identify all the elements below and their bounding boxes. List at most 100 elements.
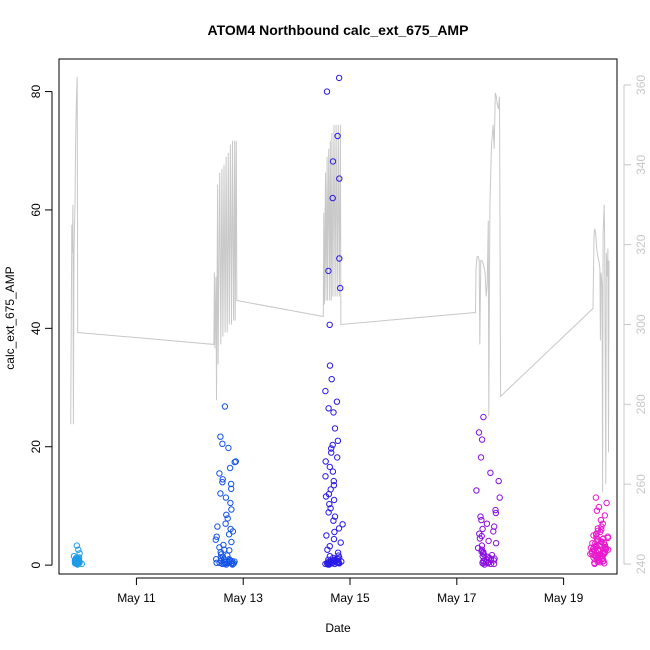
data-point [334, 454, 341, 461]
secondary-line-series [70, 76, 610, 493]
data-point [328, 376, 335, 383]
data-point [329, 468, 337, 475]
data-point [329, 194, 336, 202]
data-point [326, 500, 333, 508]
data-point [492, 506, 499, 514]
data-point [479, 525, 486, 533]
data-point [328, 445, 335, 452]
data-point [322, 493, 330, 500]
data-point [592, 494, 600, 501]
data-point [592, 542, 600, 549]
data-point [228, 538, 235, 546]
y2-tick-label: 280 [634, 394, 648, 414]
data-point [588, 550, 596, 557]
data-point [476, 535, 484, 542]
data-point [477, 454, 485, 461]
data-point [593, 507, 601, 514]
data-point [334, 437, 342, 444]
data-point [326, 553, 334, 560]
data-point [322, 458, 329, 465]
data-point [485, 537, 492, 545]
data-point [480, 551, 488, 558]
data-point [479, 553, 486, 560]
data-point [334, 132, 341, 140]
data-point [600, 535, 607, 542]
data-point [330, 535, 338, 543]
data-point [74, 560, 82, 568]
data-point [75, 546, 82, 553]
data-point [322, 473, 329, 480]
data-point [490, 528, 497, 535]
data-point [599, 520, 606, 527]
data-point [333, 398, 341, 405]
data-point [339, 521, 346, 528]
data-point [222, 494, 230, 501]
data-point [325, 509, 332, 516]
data-point [216, 470, 223, 477]
data-point [76, 550, 83, 557]
data-point [225, 444, 232, 452]
data-point [324, 560, 331, 568]
data-point [325, 267, 332, 275]
data-point [487, 469, 494, 476]
data-point [73, 542, 81, 549]
data-point [495, 477, 502, 485]
data-point [600, 548, 608, 556]
y2-tick-label: 360 [634, 75, 648, 95]
y-tick-label: 80 [29, 85, 43, 99]
data-point [217, 490, 224, 497]
data-point [473, 487, 480, 494]
data-point [331, 425, 339, 432]
data-point [597, 552, 604, 559]
data-point [223, 511, 230, 518]
data-point [322, 387, 329, 395]
data-point [217, 554, 225, 562]
data-point [222, 520, 229, 527]
data-point [224, 552, 231, 559]
data-point [228, 485, 235, 492]
y-tick-label: 20 [29, 440, 43, 454]
data-point [485, 555, 492, 562]
data-point [474, 544, 482, 552]
data-point [213, 559, 220, 566]
data-point [597, 516, 605, 524]
data-point [594, 527, 602, 534]
data-point [483, 520, 491, 527]
data-point [230, 560, 238, 567]
data-point [219, 479, 226, 486]
data-point [330, 482, 338, 489]
data-point [323, 88, 331, 95]
data-point [336, 175, 343, 182]
data-point [326, 321, 333, 328]
data-point [599, 558, 606, 565]
data-point [595, 503, 603, 511]
data-point [331, 513, 339, 520]
data-point [217, 433, 224, 440]
data-point [326, 463, 333, 471]
data-point [475, 429, 483, 436]
x-tick-label: May 13 [224, 591, 264, 605]
data-point [496, 494, 503, 501]
data-point [330, 517, 337, 524]
data-point [330, 496, 338, 504]
data-point [480, 413, 487, 421]
data-point [212, 536, 220, 543]
data-point [328, 449, 335, 456]
data-point [336, 255, 343, 262]
data-point [601, 512, 608, 519]
data-point [330, 477, 337, 485]
x-tick-label: May 11 [117, 591, 156, 605]
y2-tick-label: 260 [634, 474, 648, 494]
data-point [225, 556, 233, 563]
data-point [594, 525, 601, 532]
data-point [226, 464, 234, 472]
data-point [492, 540, 500, 547]
data-point [337, 284, 344, 292]
data-point [335, 74, 343, 82]
data-point [326, 362, 334, 369]
data-point [231, 458, 238, 466]
data-point [227, 499, 234, 507]
scatter-points [70, 74, 612, 568]
data-point [76, 559, 83, 566]
y-tick-label: 0 [29, 561, 43, 568]
